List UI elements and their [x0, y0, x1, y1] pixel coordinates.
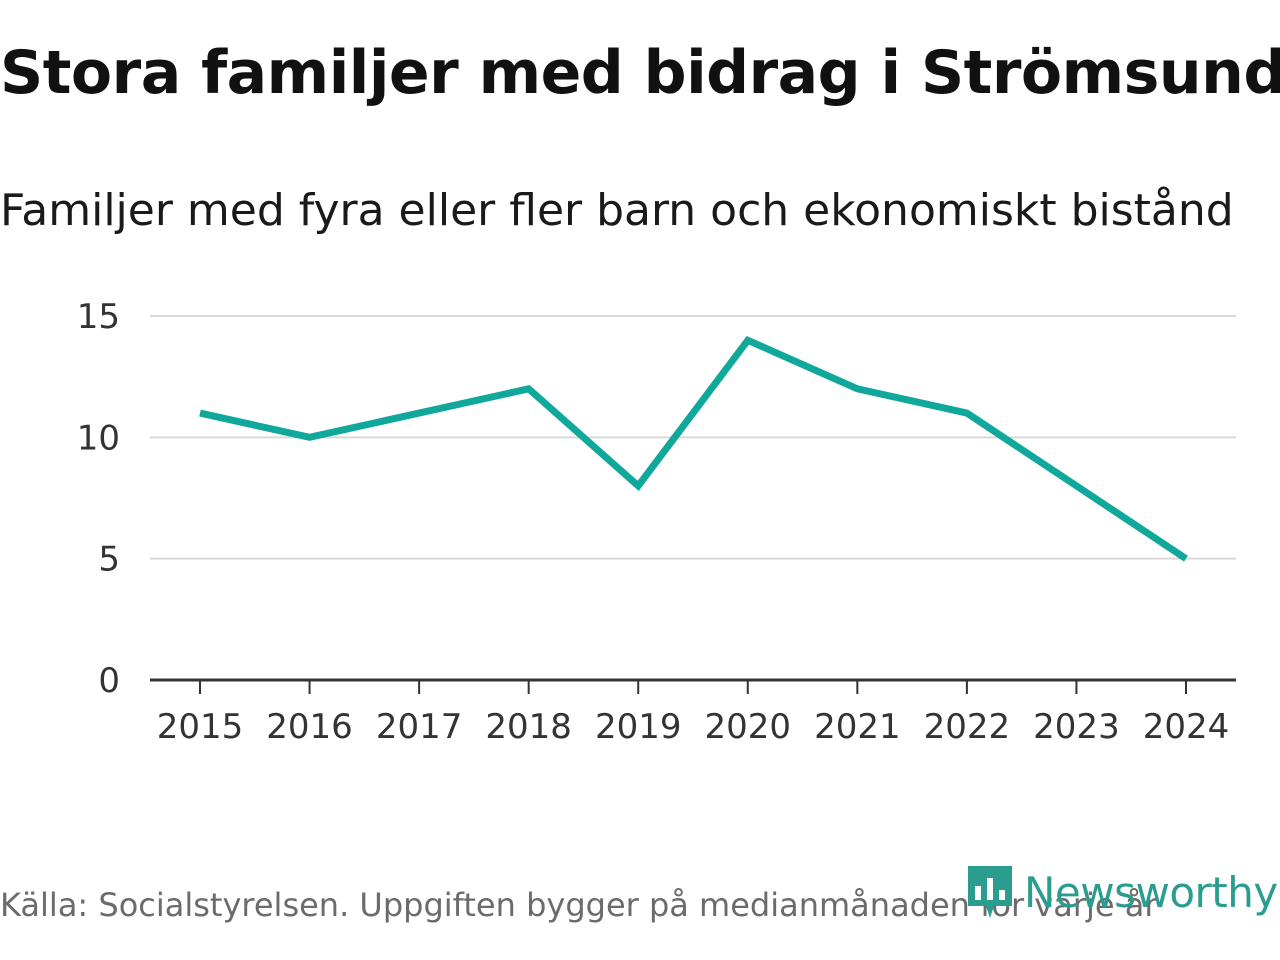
y-tick-label: 0	[98, 661, 120, 701]
y-axis-ticks: 0 5 10 15	[77, 297, 120, 701]
x-tick-label: 2016	[266, 707, 353, 747]
x-tick-label: 2020	[705, 707, 792, 747]
x-tick-label: 2023	[1033, 707, 1120, 747]
brand-name: Newsworthy	[1024, 867, 1278, 917]
x-tick-label: 2022	[924, 707, 1011, 747]
series	[199, 335, 1188, 562]
x-axis: 2015 2016 2017 2018 2019 2020 2021 2022 2023 2024	[150, 678, 1236, 747]
brand-logo: Newsworthy	[964, 862, 1278, 922]
grid-lines	[150, 315, 1236, 560]
x-tick-label: 2018	[485, 707, 572, 747]
chart-subtitle: Familjer med fyra eller fler barn och ek…	[0, 185, 1234, 236]
x-tick-label: 2019	[595, 707, 682, 747]
series-line-0	[199, 335, 1188, 562]
y-tick-label: 15	[77, 297, 120, 337]
y-tick-label: 10	[77, 418, 120, 458]
y-tick-label: 5	[98, 540, 120, 580]
chart-title: Stora familjer med bidrag i Strömsund	[0, 38, 1280, 108]
newsworthy-logo-icon	[968, 866, 1012, 918]
x-tick-label: 2017	[376, 707, 463, 747]
source-note: Källa: Socialstyrelsen. Uppgiften bygger…	[0, 886, 1158, 924]
x-tick-label: 2015	[157, 707, 244, 747]
x-tick-label: 2024	[1143, 707, 1230, 747]
x-tick-label: 2021	[814, 707, 901, 747]
